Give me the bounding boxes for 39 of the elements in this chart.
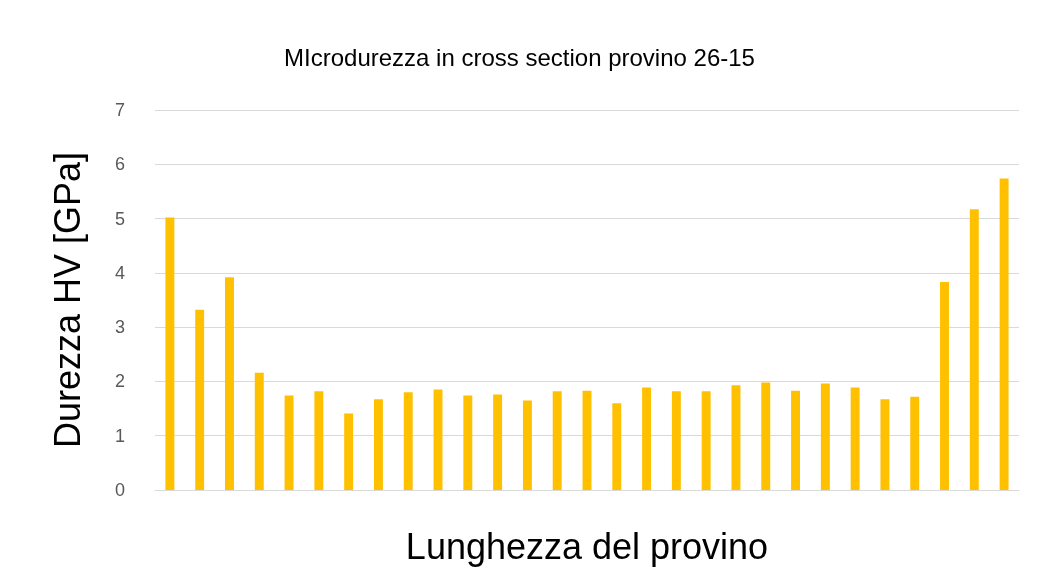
bar (344, 413, 354, 490)
bar (373, 399, 383, 490)
bar (552, 391, 562, 490)
bar (761, 382, 771, 490)
bar (225, 277, 234, 490)
y-axis-title: Durezza HV [GPa] (46, 151, 88, 449)
bar (463, 395, 473, 490)
bar (642, 387, 652, 490)
bar (820, 383, 830, 490)
bar (701, 391, 711, 490)
bar (731, 385, 741, 490)
chart-title: MIcrodurezza in cross section provino 26-15 (284, 43, 755, 71)
bar (433, 389, 443, 490)
bar (940, 282, 949, 490)
bar (791, 390, 801, 490)
bar (969, 209, 979, 490)
bar (522, 400, 532, 490)
bar (195, 309, 205, 490)
bar (671, 391, 681, 490)
bar (284, 395, 294, 490)
x-axis-title: Lunghezza del provino (405, 525, 769, 567)
bar (403, 392, 413, 490)
y-tick-label: 3 (114, 317, 125, 338)
bar (612, 403, 622, 490)
bar (254, 372, 264, 490)
y-tick-label: 2 (114, 371, 125, 392)
y-tick-label: 6 (114, 154, 125, 175)
bar (999, 178, 1009, 490)
bar (880, 399, 890, 490)
bar (910, 396, 920, 490)
bar (314, 391, 324, 490)
bar (165, 217, 175, 490)
y-tick-label: 5 (114, 208, 125, 229)
bar (493, 394, 503, 490)
y-tick-label: 7 (114, 100, 125, 120)
y-tick-label: 4 (114, 262, 125, 283)
y-tick-label: 0 (114, 480, 125, 500)
bar (850, 387, 860, 490)
y-tick-label: 1 (114, 425, 125, 446)
